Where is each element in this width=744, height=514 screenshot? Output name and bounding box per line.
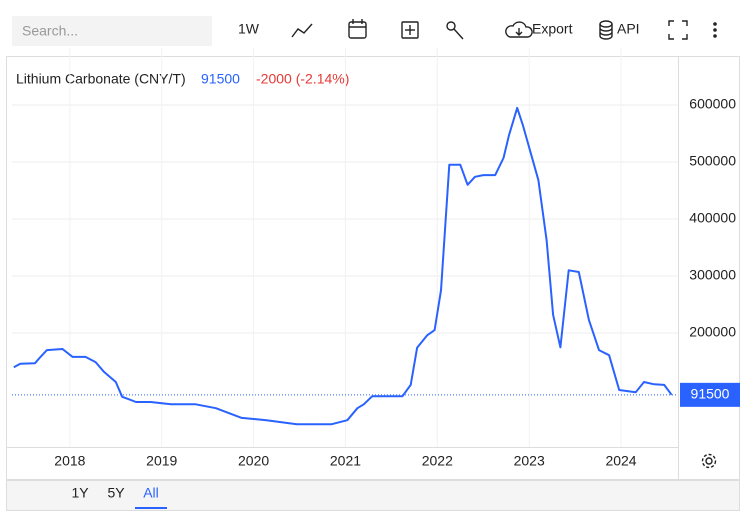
x-tick-label: 2018 bbox=[54, 453, 85, 469]
range-button[interactable]: All bbox=[143, 485, 159, 501]
tools-icon[interactable] bbox=[446, 21, 464, 40]
y-tick-label: 300000 bbox=[689, 267, 736, 283]
y-tick-label: 200000 bbox=[689, 324, 736, 340]
export-button[interactable]: Export bbox=[532, 21, 573, 37]
fullscreen-icon[interactable] bbox=[668, 20, 688, 40]
y-tick-label: 600000 bbox=[689, 96, 736, 112]
y-tick-label: 400000 bbox=[689, 210, 736, 226]
interval-button[interactable]: 1W bbox=[238, 21, 260, 37]
x-tick-label: 2020 bbox=[238, 453, 269, 469]
last-value-tag bbox=[680, 382, 740, 407]
chart-type-icon[interactable] bbox=[291, 23, 313, 38]
last-price: 91500 bbox=[201, 71, 240, 87]
range-bar bbox=[6, 480, 740, 511]
range-button[interactable]: 5Y bbox=[107, 485, 125, 501]
range-buttons: 1Y 5Y All bbox=[71, 485, 167, 509]
search-box[interactable] bbox=[12, 16, 212, 46]
api-button[interactable]: API bbox=[617, 21, 640, 37]
plot: 200000 300000 400000 500000 600000 2018 2019 20… bbox=[12, 48, 740, 469]
menu-icon[interactable] bbox=[713, 22, 717, 38]
settings-icon[interactable] bbox=[701, 453, 717, 469]
price-line bbox=[13, 106, 673, 426]
x-tick-label: 2019 bbox=[146, 453, 177, 469]
chart-frame bbox=[6, 56, 740, 480]
x-tick-label: 2024 bbox=[605, 453, 636, 469]
export-icon[interactable] bbox=[505, 21, 533, 38]
x-tick-label: 2023 bbox=[514, 453, 545, 469]
x-tick-label: 2022 bbox=[422, 453, 453, 469]
search-placeholder: Search... bbox=[22, 23, 78, 39]
price-change: -2000 (-2.14%) bbox=[256, 71, 349, 87]
last-value-label: 91500 bbox=[691, 386, 730, 402]
chart-title: Lithium Carbonate (CNY/T) bbox=[16, 71, 186, 87]
add-icon[interactable] bbox=[401, 21, 419, 39]
api-icon[interactable] bbox=[599, 20, 613, 40]
x-tick-label: 2021 bbox=[330, 453, 361, 469]
calendar-icon[interactable] bbox=[348, 19, 367, 39]
y-tick-label: 500000 bbox=[689, 153, 736, 169]
range-button[interactable]: 1Y bbox=[71, 485, 89, 501]
